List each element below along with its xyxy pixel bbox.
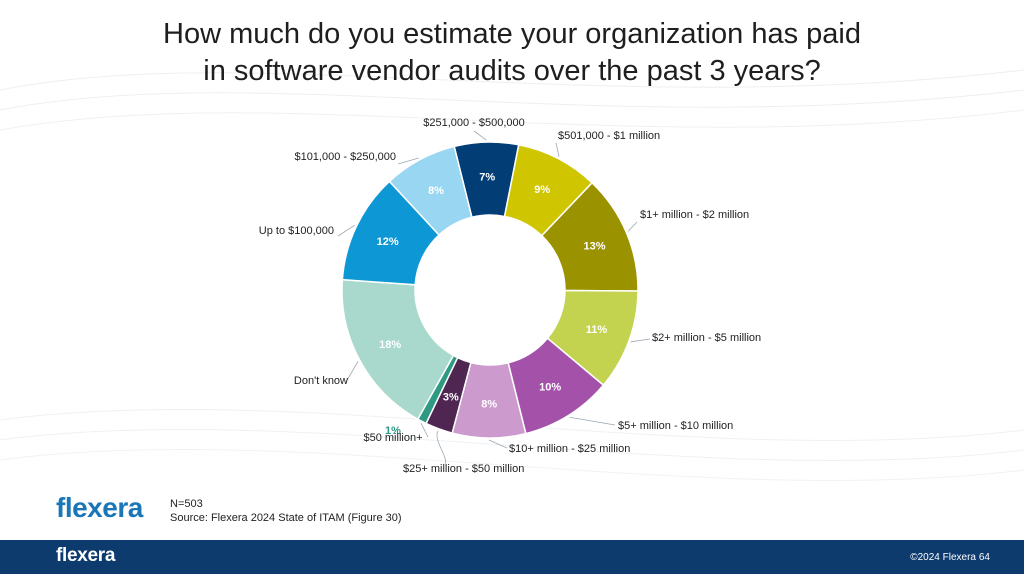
leader-line <box>627 221 638 232</box>
page-number: 64 <box>978 552 990 563</box>
footer-logo: flexera <box>56 545 116 566</box>
chart-title-line-1: How much do you estimate your organizati… <box>163 18 861 50</box>
slice-value-label: 8% <box>428 185 444 197</box>
slice-value-label: 11% <box>586 324 608 336</box>
slice-value-label: 1% <box>385 425 401 437</box>
copyright-text: ©2024 Flexera <box>910 552 976 563</box>
leader-line <box>488 439 508 449</box>
category-label: $5+ million - $10 million <box>618 420 733 432</box>
leader-line <box>473 130 487 141</box>
slice-value-label: 3% <box>443 392 459 404</box>
category-label: $25+ million - $50 million <box>403 463 524 475</box>
leader-line <box>569 416 616 426</box>
category-label: $50 million+ <box>363 432 422 444</box>
category-label: $501,000 - $1 million <box>558 130 660 142</box>
flexera-logo: flexera <box>56 492 143 523</box>
donut-slice <box>341 278 455 421</box>
slice-value-label: 10% <box>539 381 561 393</box>
chart-notes: N=503 Source: Flexera 2024 State of ITAM… <box>170 497 402 525</box>
leader-line <box>397 157 419 165</box>
category-label: Don't know <box>294 375 348 387</box>
category-label: $251,000 - $500,000 <box>423 117 525 129</box>
donut-slice <box>388 145 473 237</box>
category-label: $101,000 - $250,000 <box>294 151 396 163</box>
chart-title-line-2: in software vendor audits over the past … <box>203 55 821 87</box>
background-waves <box>0 69 1024 481</box>
leader-line <box>630 338 651 343</box>
slice-value-label: 8% <box>481 398 497 410</box>
footer-bar <box>0 540 1024 574</box>
category-label: $1+ million - $2 million <box>640 209 749 221</box>
leader-line <box>555 142 560 157</box>
leader-line <box>345 361 359 383</box>
slice-value-label: 7% <box>479 172 495 184</box>
slice-value-label: 9% <box>534 184 550 196</box>
category-label: $10+ million - $25 million <box>509 443 630 455</box>
leader-line <box>337 224 355 237</box>
slice-value-label: 12% <box>377 236 399 248</box>
category-label: $2+ million - $5 million <box>652 332 761 344</box>
source-note: Source: Flexera 2024 State of ITAM (Figu… <box>170 512 402 524</box>
copyright: ©2024 Flexera <box>910 552 976 563</box>
leader-line <box>420 422 429 438</box>
chart-title: How much do you estimate your organizati… <box>0 16 1024 90</box>
sample-size: N=503 <box>170 498 203 510</box>
leader-line <box>436 430 447 465</box>
category-label: Up to $100,000 <box>259 225 334 237</box>
slice-value-label: 13% <box>583 241 605 253</box>
slice-value-label: 18% <box>379 339 401 351</box>
